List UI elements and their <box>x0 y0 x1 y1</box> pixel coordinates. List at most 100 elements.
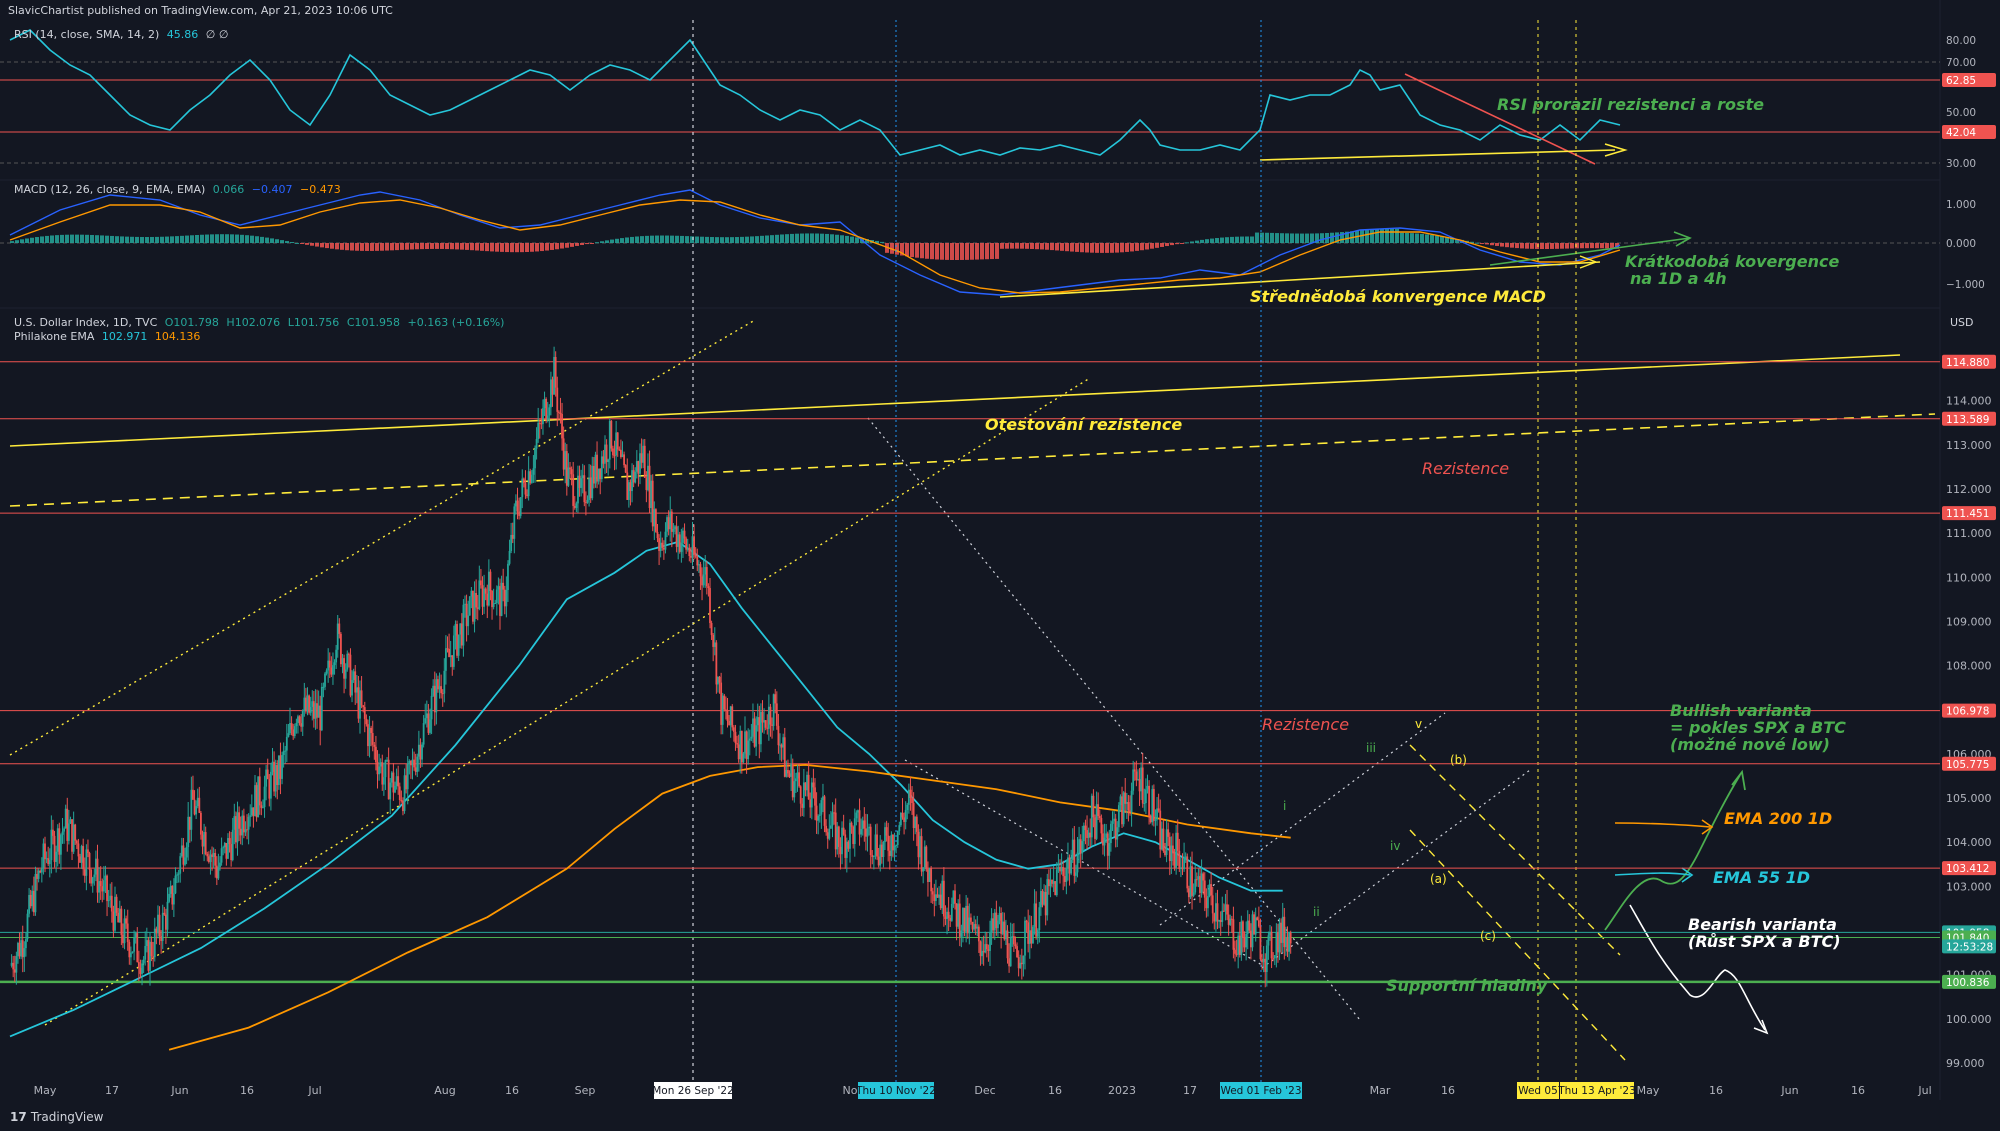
candle-body <box>193 799 196 815</box>
rsi-axis-label: 70.00 <box>1946 57 1976 69</box>
macd-hist-bar <box>830 234 834 243</box>
candle-body <box>441 693 444 695</box>
candle-body <box>139 967 142 974</box>
bearish-path <box>1629 904 1766 1031</box>
candle-body <box>795 778 797 782</box>
macd-hist-bar <box>710 237 714 243</box>
candle-body <box>90 869 93 884</box>
ohlc-o: O101.798 <box>164 316 219 329</box>
macd-legend[interactable]: MACD (12, 26, close, 9, EMA, EMA) 0.066 … <box>14 183 341 196</box>
candle-body <box>670 511 673 532</box>
candle-body <box>728 721 730 726</box>
macd-hist-bar <box>915 243 919 258</box>
candle-body <box>971 921 974 930</box>
candle-body <box>952 890 955 904</box>
candle-body <box>761 711 764 723</box>
macd-hist-bar <box>665 235 669 243</box>
main-pane-lines <box>9 20 1936 1090</box>
candle-body <box>298 716 301 724</box>
candle-body <box>993 912 996 931</box>
x-highlight-badge <box>1517 1082 1559 1099</box>
tradingview-brand[interactable]: 𝟭𝟳 TradingView <box>10 1110 103 1124</box>
candle-body <box>145 940 148 947</box>
candle-body <box>1205 897 1208 909</box>
candle-body <box>1199 876 1201 893</box>
x-tick-label: 16 <box>1709 1084 1723 1097</box>
candle-body <box>209 854 212 862</box>
candle-body <box>1012 936 1015 945</box>
candle-body <box>612 448 614 456</box>
candle-body <box>796 772 799 779</box>
candle-body <box>452 635 455 667</box>
candle-body <box>817 815 820 821</box>
x-tick-label: Mar <box>1370 1084 1391 1097</box>
candle-body <box>416 756 419 772</box>
candle-body <box>55 851 58 862</box>
macd-hist-bar <box>25 238 29 243</box>
macd-hist-bar <box>1475 242 1479 244</box>
ema-legend[interactable]: Philakone EMA 102.971 104.136 <box>14 330 200 343</box>
candle-body <box>739 730 742 760</box>
candle-body <box>992 918 995 931</box>
candle-body <box>271 761 274 772</box>
macd-hist-bar <box>1440 236 1444 243</box>
countdown-badge <box>1942 939 1996 954</box>
ema55-line <box>9 540 1283 1038</box>
candle-body <box>203 832 205 847</box>
candle-body <box>82 846 85 870</box>
candle-body <box>144 946 147 960</box>
candle-body <box>1235 953 1238 955</box>
candle-body <box>373 744 376 747</box>
candle-body <box>300 723 303 727</box>
macd-hist-bar <box>1365 230 1369 243</box>
candle-body <box>532 468 535 475</box>
yellow-dotted-lower <box>44 377 1091 1026</box>
candle-body <box>658 538 660 552</box>
macd-hist-bar <box>1010 243 1014 249</box>
x-highlight-text: Wed 05 <box>1518 1085 1558 1097</box>
candle-body <box>174 875 177 894</box>
yellow-trendline-dashed <box>9 413 1936 507</box>
x-tick-label: Jul <box>307 1084 321 1097</box>
candles <box>10 346 1292 988</box>
candle-body <box>767 706 770 729</box>
candle-body <box>675 526 678 547</box>
x-highlight-text: Wed 01 Feb '23 <box>1220 1085 1301 1097</box>
candle-body <box>1057 867 1060 870</box>
candle-body <box>363 707 366 719</box>
yellow-dotted-upper <box>9 319 756 756</box>
macd-hist-bar <box>470 243 474 251</box>
candle-body <box>626 472 629 500</box>
candle-body <box>155 928 158 934</box>
candle-body <box>550 379 552 408</box>
candle-body <box>12 962 15 970</box>
candle-body <box>987 949 990 951</box>
candle-body <box>1003 921 1006 940</box>
macd-hist-bar <box>875 240 879 243</box>
main-legend[interactable]: U.S. Dollar Index, 1D, TVC O101.798 H102… <box>14 316 504 329</box>
candle-body <box>1256 917 1259 921</box>
x-highlight-badge <box>654 1082 732 1099</box>
candle-body <box>28 894 30 914</box>
ema-v1: 102.971 <box>101 330 148 343</box>
candle-body <box>1160 828 1163 850</box>
candle-body <box>1210 884 1213 896</box>
macd-hist-bar <box>75 234 79 243</box>
candle-body <box>1165 829 1168 856</box>
candle-body <box>34 873 37 913</box>
candle-body <box>785 770 788 777</box>
candle-body <box>583 475 586 503</box>
rsi-legend[interactable]: RSI (14, close, SMA, 14, 2) 45.86 ∅ ∅ <box>14 28 228 41</box>
annotations: RSI prorazil rezistenci a roste Krátkodo… <box>985 95 1846 995</box>
candle-body <box>500 582 503 616</box>
candle-body <box>88 852 91 870</box>
currency-label: USD <box>1950 316 1974 329</box>
candle-body <box>674 526 676 530</box>
macd-hist-bar <box>1520 243 1524 249</box>
candle-body <box>847 841 850 849</box>
macd-hist-bar <box>685 236 689 243</box>
candle-body <box>839 846 842 855</box>
macd-hist-bar <box>1245 236 1249 243</box>
candle-body <box>214 852 217 866</box>
